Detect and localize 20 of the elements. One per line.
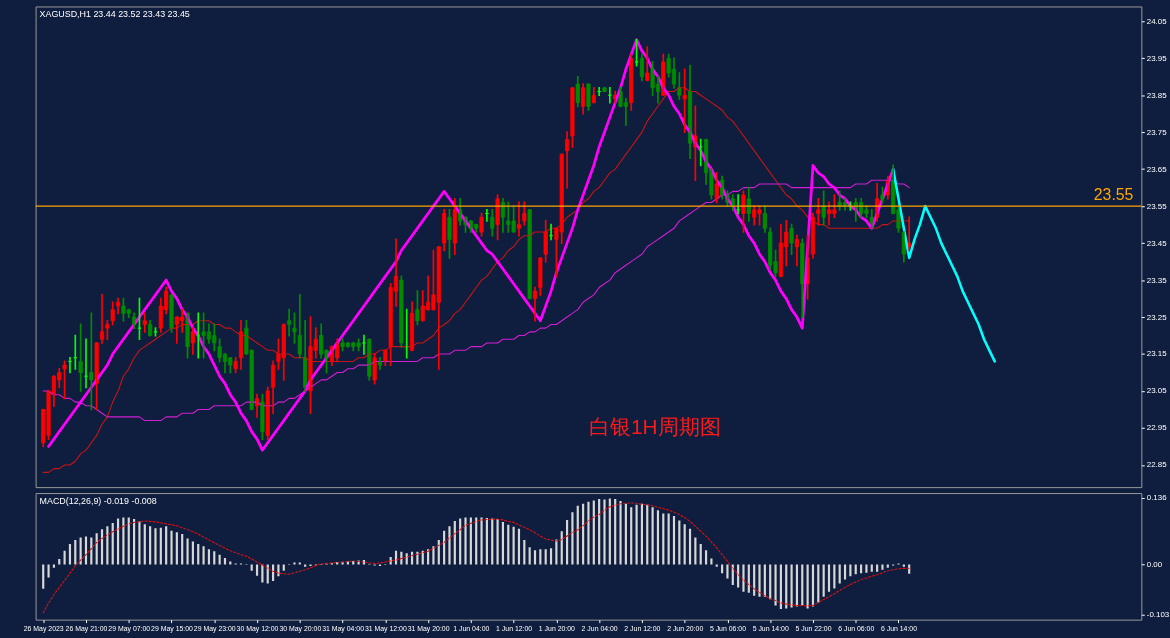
y-tick-label: 23.75	[1146, 127, 1168, 137]
y-tick-label: 23.85	[1146, 90, 1168, 100]
y-tick-label: 22.95	[1146, 423, 1168, 433]
y-tick-label: -0.103	[1146, 610, 1170, 620]
y-tick-label: 0.136	[1146, 493, 1168, 503]
y-tick-label: 23.45	[1146, 238, 1168, 248]
y-tick-label: 23.35	[1146, 275, 1168, 285]
ref-line-label: 23.55	[1093, 186, 1134, 204]
y-tick-label: 24.05	[1146, 16, 1168, 26]
y-tick-label: 23.15	[1146, 349, 1168, 359]
y-tick-label: 23.95	[1146, 53, 1168, 63]
chart-title: XAGUSD,H1 23.44 23.52 23.43 23.45	[39, 9, 190, 20]
chart-title: MACD(12,26,9) -0.019 -0.008	[39, 495, 157, 506]
y-tick-label: 23.05	[1146, 386, 1168, 396]
y-tick-label: 23.55	[1146, 201, 1168, 211]
y-tick-label: 23.25	[1146, 312, 1168, 322]
y-tick-label: 0.00	[1146, 559, 1163, 569]
annotation: 白银1H周期图	[589, 415, 721, 439]
y-tick-label: 22.85	[1146, 460, 1168, 470]
y-tick-label: 23.65	[1146, 164, 1168, 174]
